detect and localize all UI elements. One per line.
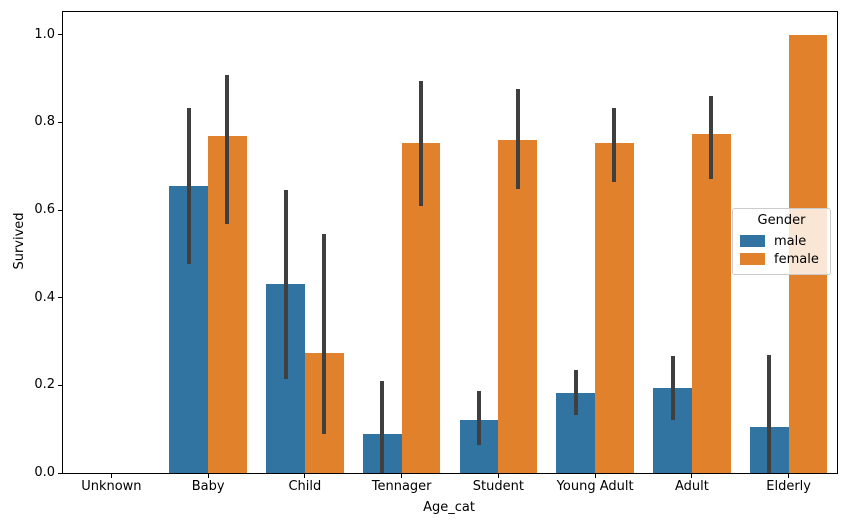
x-tick-label-elderly: Elderly [766,479,811,494]
error-bar-female-baby [225,74,230,224]
y-tick-mark [58,209,62,211]
x-tick-mark [304,474,306,478]
legend-entries: male female [740,232,823,268]
x-axis-label: Age_cat [423,500,475,515]
x-tick-mark [207,474,209,478]
error-bar-male-student [477,390,482,445]
x-tick-mark [691,474,693,478]
y-tick-mark [58,297,62,299]
x-tick-mark [594,474,596,478]
y-tick-mark [58,121,62,123]
x-tick-mark [788,474,790,478]
x-tick-label-child: Child [288,479,322,494]
legend-entry-female: female [740,250,823,268]
x-tick-label-student: Student [472,479,524,494]
error-bar-male-adult [670,355,675,421]
y-tick-label: 0.2 [34,377,55,393]
y-tick-label: 0.6 [34,202,55,218]
error-bar-female-child [322,233,327,434]
x-tick-mark [497,474,499,478]
legend-label-female: female [774,251,819,267]
y-tick-label: 0.0 [34,465,55,480]
legend-title: Gender [757,213,806,228]
legend-swatch-female [740,253,765,265]
x-tick-mark [401,474,403,478]
error-bar-female-tennager [418,81,423,206]
error-bar-male-tennager [380,380,385,473]
bar-female-adult [691,134,731,473]
y-axis-label: Survived [12,212,27,270]
plot-area: 0.0 0.2 0.4 0.6 0.8 1.0 Unknown Baby Child Tennag… [34,11,838,494]
x-tick-label-young-adult: Young Adult [556,479,634,494]
error-bar-male-young-adult [573,369,578,415]
x-tick-label-unknown: Unknown [81,479,142,494]
bar-female-young-adult [595,143,634,473]
error-bar-female-adult [709,95,714,180]
y-tick-mark [58,384,62,386]
legend-swatch-male [740,235,765,247]
error-bar-male-baby [186,108,191,265]
y-tick-label: 1.0 [34,26,55,42]
legend-label-male: male [774,233,807,249]
error-bar-male-elderly [767,355,772,473]
x-tick-label-tennager: Tennager [371,479,432,494]
legend-entry-male: male [740,232,823,250]
y-tick-mark [58,472,62,474]
bar-female-student [498,139,538,473]
error-bar-male-child [283,190,288,379]
y-tick-mark [58,34,62,36]
error-bar-female-student [515,88,520,190]
y-tick-label: 0.4 [34,289,55,305]
x-tick-mark [110,474,112,478]
x-tick-label-adult: Adult [674,479,709,494]
error-bar-female-young-adult [612,108,617,182]
y-tick-label: 0.8 [34,114,55,130]
legend: Gender male female [732,208,831,275]
x-tick-label-baby: Baby [191,479,225,494]
